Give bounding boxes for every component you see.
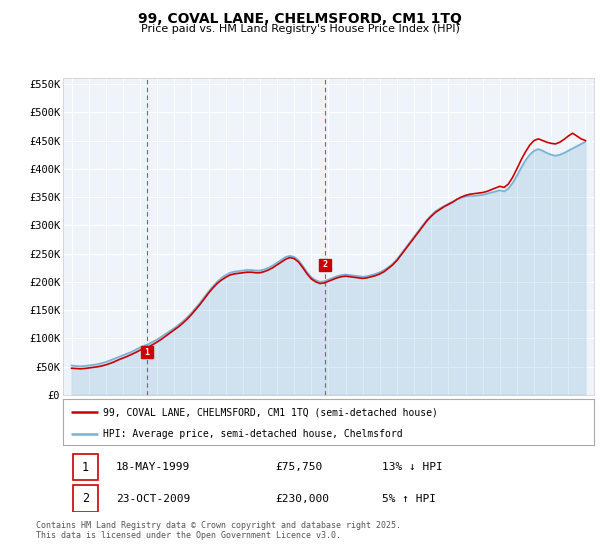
Text: 1: 1 bbox=[144, 348, 149, 357]
Text: 18-MAY-1999: 18-MAY-1999 bbox=[116, 462, 190, 472]
Text: Contains HM Land Registry data © Crown copyright and database right 2025.
This d: Contains HM Land Registry data © Crown c… bbox=[36, 521, 401, 540]
Text: 99, COVAL LANE, CHELMSFORD, CM1 1TQ: 99, COVAL LANE, CHELMSFORD, CM1 1TQ bbox=[138, 12, 462, 26]
Text: HPI: Average price, semi-detached house, Chelmsford: HPI: Average price, semi-detached house,… bbox=[103, 429, 403, 438]
Text: Price paid vs. HM Land Registry's House Price Index (HPI): Price paid vs. HM Land Registry's House … bbox=[140, 24, 460, 34]
Text: 99, COVAL LANE, CHELMSFORD, CM1 1TQ (semi-detached house): 99, COVAL LANE, CHELMSFORD, CM1 1TQ (sem… bbox=[103, 407, 438, 417]
Text: 1: 1 bbox=[82, 461, 89, 474]
Text: 2: 2 bbox=[82, 492, 89, 505]
FancyBboxPatch shape bbox=[73, 454, 98, 480]
Text: £75,750: £75,750 bbox=[275, 462, 323, 472]
FancyBboxPatch shape bbox=[73, 486, 98, 512]
Text: 23-OCT-2009: 23-OCT-2009 bbox=[116, 493, 190, 503]
Text: 5% ↑ HPI: 5% ↑ HPI bbox=[382, 493, 436, 503]
Text: 13% ↓ HPI: 13% ↓ HPI bbox=[382, 462, 442, 472]
Text: 2: 2 bbox=[323, 260, 328, 269]
Text: £230,000: £230,000 bbox=[275, 493, 329, 503]
